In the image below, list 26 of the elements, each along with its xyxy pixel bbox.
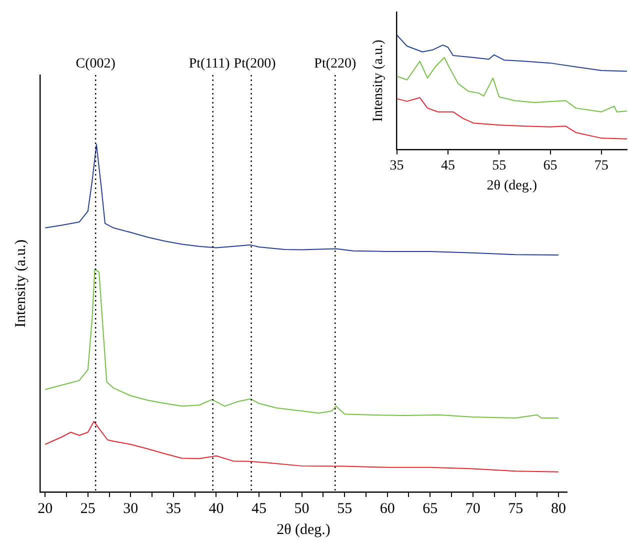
x-tick-label: 50 [294,500,310,517]
ref-line-label: Pt(200) [234,56,276,72]
x-tick-label: 35 [390,158,404,174]
y-axis-title: Intensity (a.u.) [371,39,386,122]
ref-line-label: Pt(220) [314,56,356,72]
x-tick-label: 70 [465,500,480,517]
x-tick-label: 20 [38,500,53,517]
ref-line-label: Pt(111) [188,56,230,72]
x-axis-title: 2θ (deg.) [276,522,330,538]
x-tick-label: 25 [80,500,96,517]
x-tick-label: 45 [252,500,267,517]
x-tick-label: 55 [492,158,506,174]
x-tick-label: 65 [422,500,438,517]
x-tick-label: 65 [543,158,558,174]
x-tick-label: 35 [166,500,181,517]
x-tick-label: 60 [380,500,395,517]
x-tick-label: 30 [123,500,138,517]
y-axis-title: Intensity (a.u.) [12,240,29,328]
x-tick-label: 40 [208,500,224,517]
x-tick-label: 55 [337,500,352,517]
x-tick-label: 45 [440,158,455,174]
x-tick-label: 75 [508,500,524,517]
x-tick-label: 80 [550,500,566,517]
x-axis-title: 2θ (deg.) [486,178,538,194]
x-tick-label: 75 [594,158,608,174]
ref-line-label: C(002) [76,56,116,72]
